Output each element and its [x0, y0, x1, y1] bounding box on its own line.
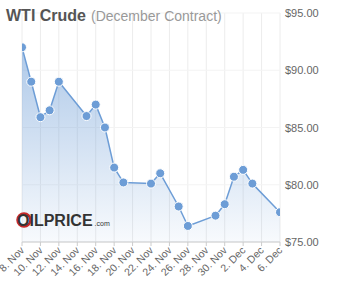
- x-tick: [114, 242, 115, 246]
- subtitle: (December Contract): [91, 8, 222, 24]
- marker: [22, 43, 27, 52]
- marker: [82, 112, 91, 121]
- x-tick: [151, 242, 152, 246]
- marker: [91, 100, 100, 109]
- x-tick-label: 6. Dec: [254, 244, 284, 274]
- chart-root: $95.00$90.00$85.00$80.00$75.008. Nov10. …: [0, 0, 345, 300]
- y-grid-line: [22, 70, 280, 71]
- marker: [119, 178, 128, 187]
- y-tick-label: $80.00: [285, 179, 319, 191]
- x-tick: [132, 242, 133, 246]
- marker: [174, 202, 183, 211]
- y-tick-label: $95.00: [285, 7, 319, 19]
- logo-suffix: .com: [95, 220, 110, 227]
- y-tick-label: $85.00: [285, 122, 319, 134]
- marker: [211, 211, 220, 220]
- x-tick: [58, 242, 59, 246]
- marker: [229, 172, 238, 181]
- x-tick: [95, 242, 96, 246]
- marker: [54, 77, 63, 86]
- marker: [110, 163, 119, 172]
- line: [22, 47, 280, 226]
- marker: [276, 208, 281, 217]
- logo-text: OILPRICE: [17, 212, 93, 229]
- x-tick: [40, 242, 41, 246]
- marker: [100, 123, 109, 132]
- marker: [27, 77, 36, 86]
- marker: [183, 221, 192, 230]
- title: WTI Crude: [6, 7, 86, 24]
- marker: [147, 179, 156, 188]
- x-tick: [224, 242, 225, 246]
- marker: [156, 169, 165, 178]
- marker: [248, 179, 257, 188]
- x-tick: [187, 242, 188, 246]
- chart-svg: $95.00$90.00$85.00$80.00$75.008. Nov10. …: [0, 0, 345, 300]
- marker: [45, 106, 54, 115]
- marker: [36, 113, 45, 122]
- x-tick: [169, 242, 170, 246]
- x-tick: [206, 242, 207, 246]
- x-tick: [280, 242, 281, 246]
- x-tick: [22, 242, 23, 246]
- y-tick-label: $75.00: [285, 236, 319, 248]
- series-group: [22, 43, 280, 242]
- logo: OILPRICE.com: [17, 212, 110, 229]
- marker: [239, 165, 248, 174]
- y-tick-label: $90.00: [285, 64, 319, 76]
- x-tick: [261, 242, 262, 246]
- x-tick: [243, 242, 244, 246]
- marker: [220, 200, 229, 209]
- x-tick: [77, 242, 78, 246]
